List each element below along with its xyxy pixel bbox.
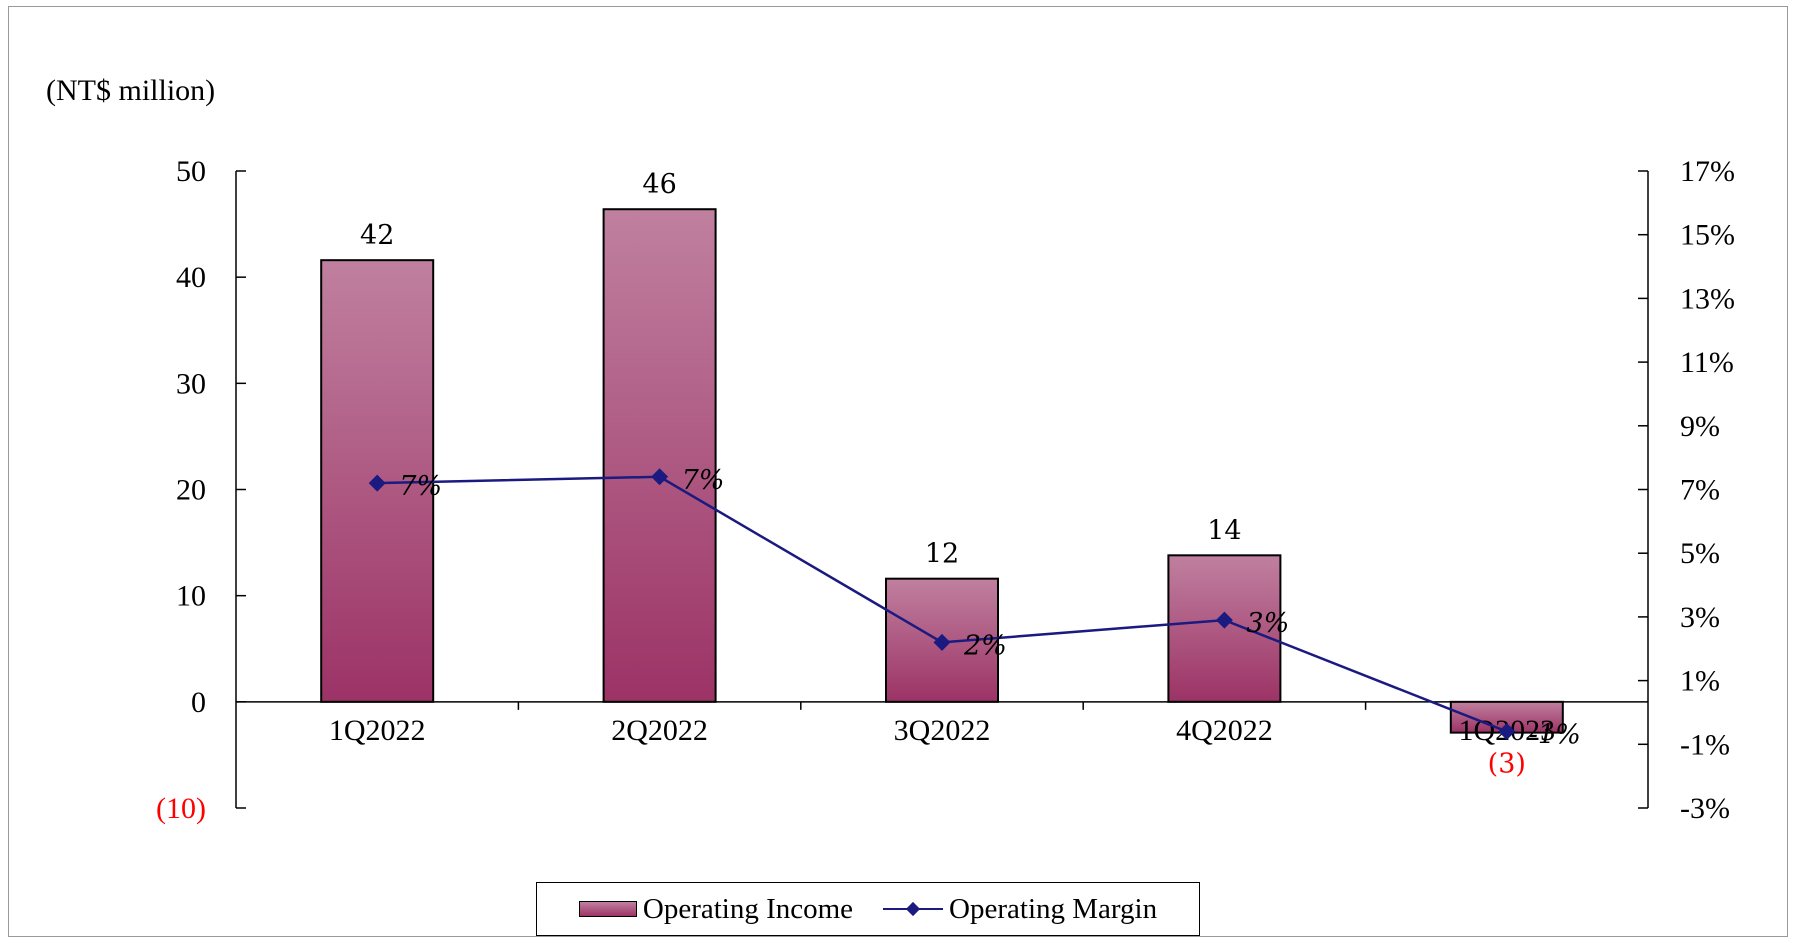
bar-data-label: 46 — [642, 169, 676, 200]
y-right-tick-label: -3% — [1680, 792, 1730, 825]
bar-data-label: 42 — [360, 220, 394, 251]
line-marker — [1498, 723, 1516, 741]
y-left-tick-label: 0 — [191, 686, 206, 719]
line-marker — [1215, 611, 1233, 629]
line-marker — [368, 474, 386, 492]
chart-frame — [8, 6, 1788, 937]
x-tick-label: 2Q2022 — [611, 714, 708, 747]
line-data-label: 7% — [399, 471, 442, 502]
y-left-tick-label: 40 — [176, 261, 206, 294]
unit-label: (NT$ million) — [46, 74, 216, 107]
y-right-tick-label: 13% — [1680, 282, 1735, 315]
y-left-tick-label: 10 — [176, 580, 206, 613]
line-data-label: 3% — [1246, 608, 1289, 639]
line-data-label: -1% — [1529, 720, 1581, 751]
y-left-tick-label: 50 — [176, 155, 206, 188]
line-data-label: 7% — [682, 465, 725, 496]
y-left-tick-label: 20 — [176, 474, 206, 507]
legend-swatch-bar — [578, 901, 637, 917]
y-right-tick-label: 9% — [1680, 410, 1720, 443]
bar-operating-income — [602, 208, 717, 703]
y-right-tick-label: 11% — [1680, 346, 1734, 379]
x-tick-label: 1Q2022 — [329, 714, 426, 747]
legend-entry-operating-income: Operating Income — [578, 892, 854, 926]
y-right-tick-label: 5% — [1680, 537, 1720, 570]
y-left-tick-label: (10) — [156, 792, 206, 825]
legend: Operating Income Operating Margin — [536, 882, 1200, 936]
bar-data-label: 12 — [925, 539, 959, 570]
line-marker — [651, 468, 669, 486]
y-right-tick-label: 3% — [1680, 601, 1720, 634]
legend-label-operating-income: Operating Income — [642, 892, 854, 925]
legend-label-operating-margin: Operating Margin — [949, 892, 1158, 925]
x-tick-label: 4Q2022 — [1176, 714, 1273, 747]
y-right-tick-label: 17% — [1680, 155, 1735, 188]
y-right-tick-label: 7% — [1680, 474, 1720, 507]
y-right-tick-label: 1% — [1680, 665, 1720, 698]
x-tick-label: 3Q2022 — [894, 714, 991, 747]
line-marker — [933, 633, 951, 651]
legend-entry-operating-margin: Operating Margin — [883, 893, 1157, 926]
line-data-label: 2% — [963, 630, 1007, 661]
y-left-tick-label: 30 — [176, 367, 206, 400]
bar-data-label: (3) — [1488, 749, 1526, 780]
y-right-tick-label: -1% — [1680, 728, 1730, 761]
legend-swatch-line — [883, 899, 944, 919]
bar-operating-income — [1167, 554, 1282, 703]
bar-data-label: 14 — [1207, 515, 1241, 546]
y-right-tick-label: 15% — [1680, 219, 1735, 252]
